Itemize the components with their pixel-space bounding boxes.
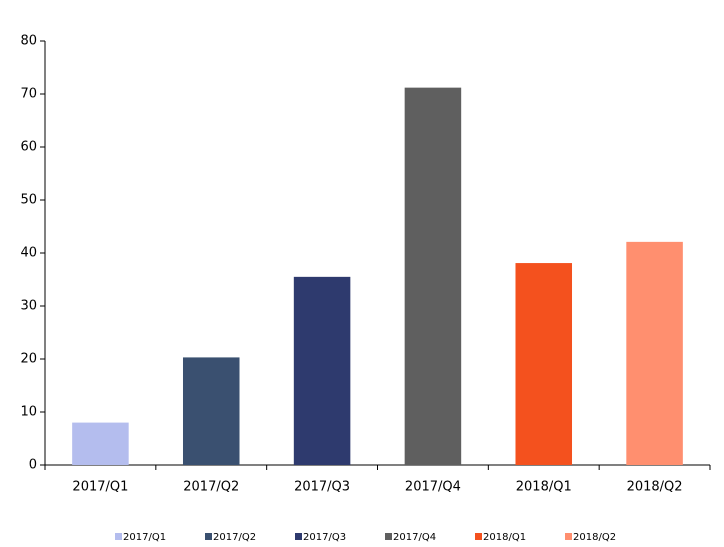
y-tick-label: 50 <box>20 193 37 208</box>
legend-label: 2018/Q1 <box>483 532 526 543</box>
y-tick-label: 10 <box>20 405 37 420</box>
legend-marker <box>205 533 212 540</box>
y-tick-label: 0 <box>29 458 37 473</box>
y-tick-label: 80 <box>20 34 37 49</box>
legend-label: 2017/Q2 <box>213 532 256 543</box>
legend-marker <box>385 533 392 540</box>
y-tick-label: 30 <box>20 299 37 314</box>
bar <box>626 241 683 465</box>
x-tick-label: 2017/Q4 <box>405 480 461 495</box>
legend-label: 2017/Q3 <box>303 532 346 543</box>
legend-marker <box>295 533 302 540</box>
y-tick-label: 60 <box>20 140 37 155</box>
x-tick-label: 2017/Q1 <box>72 480 128 495</box>
y-tick-label: 20 <box>20 352 37 367</box>
legend-marker <box>475 533 482 540</box>
bar <box>182 357 240 465</box>
x-tick-label: 2017/Q3 <box>294 480 350 495</box>
legend-marker <box>115 533 122 540</box>
x-tick-label: 2017/Q2 <box>183 480 239 495</box>
y-tick-label: 70 <box>20 87 37 102</box>
legend-label: 2018/Q2 <box>573 532 616 543</box>
bar <box>404 87 462 465</box>
x-tick-label: 2018/Q2 <box>627 480 683 495</box>
y-tick-label: 40 <box>20 246 37 261</box>
bar <box>515 263 573 465</box>
legend-label: 2017/Q4 <box>393 532 436 543</box>
legend-label: 2017/Q1 <box>123 532 166 543</box>
bar <box>72 422 129 465</box>
bar <box>293 276 351 465</box>
legend-marker <box>565 533 572 540</box>
x-tick-label: 2018/Q1 <box>516 480 572 495</box>
